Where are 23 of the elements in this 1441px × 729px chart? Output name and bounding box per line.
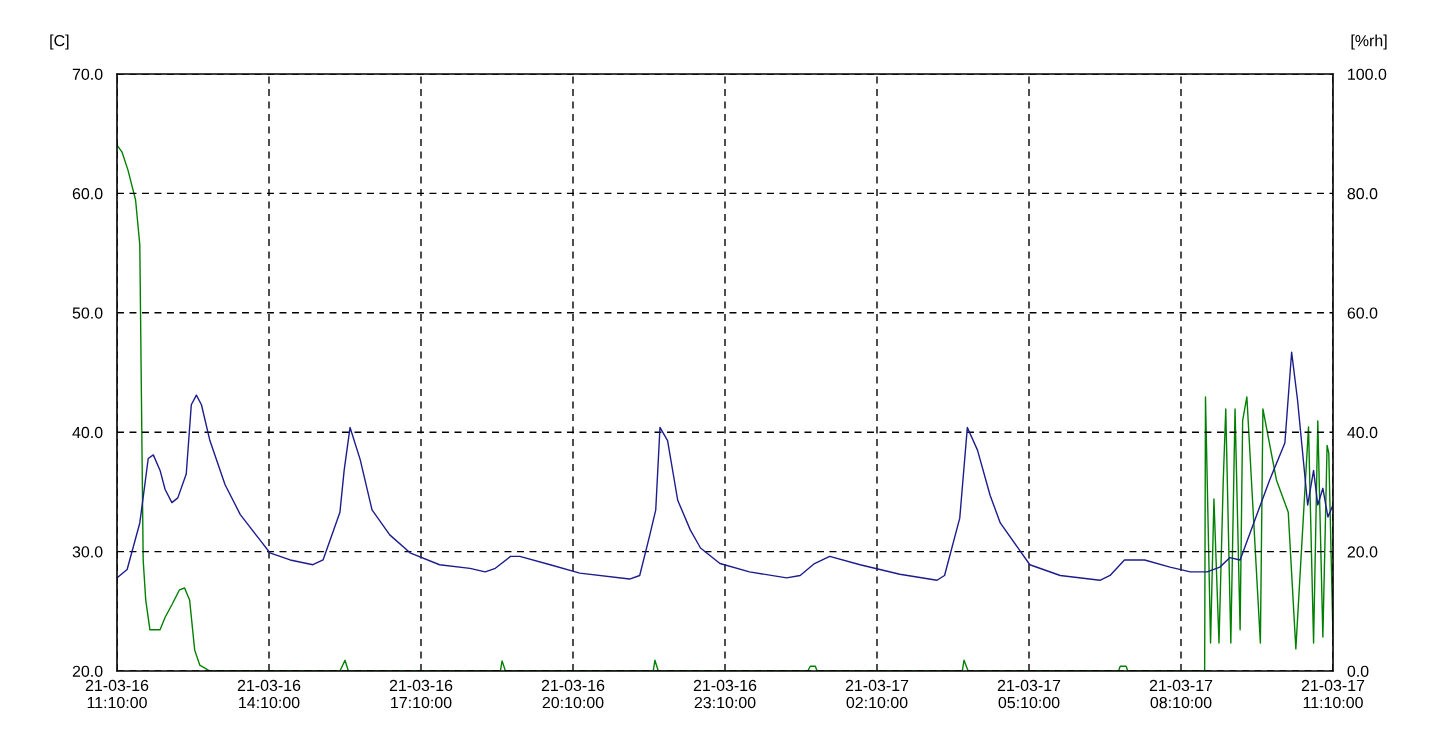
x-tick-label: 21-03-16 20:10:00: [541, 679, 605, 709]
y-tick-label: 70.0: [72, 68, 103, 80]
x-tick-label: 21-03-16 14:10:00: [237, 679, 301, 709]
y-tick-label: 60.0: [72, 188, 103, 200]
y-axis-title: [C]: [50, 34, 69, 50]
y2-tick-label: 100.0: [1348, 68, 1387, 80]
y-tick-label: 20.0: [72, 665, 103, 677]
x-tick-label: 21-03-16 17:10:00: [389, 679, 453, 709]
x-tick-label: 21-03-17 02:10:00: [845, 679, 909, 709]
x-tick-label: 21-03-17 05:10:00: [997, 679, 1061, 709]
x-tick-label: 21-03-16 23:10:00: [693, 679, 757, 709]
x-tick-label: 21-03-17 08:10:00: [1149, 679, 1213, 709]
y2-axis-title: [%rh]: [1351, 34, 1387, 50]
y2-tick-label: 60.0: [1347, 307, 1378, 319]
y-tick-label: 50.0: [72, 307, 103, 319]
y-tick-label: 30.0: [72, 546, 103, 558]
y2-tick-label: 0.0: [1347, 665, 1369, 677]
y-tick-label: 40.0: [72, 426, 103, 439]
x-tick-label: 21-03-17 11:10:00: [1301, 679, 1365, 709]
x-tick-label: 21-03-16 11:10:00: [85, 679, 149, 709]
y2-tick-label: 20.0: [1347, 546, 1378, 558]
y2-tick-label: 40.0: [1347, 426, 1378, 439]
y2-tick-label: 80.0: [1347, 188, 1378, 200]
